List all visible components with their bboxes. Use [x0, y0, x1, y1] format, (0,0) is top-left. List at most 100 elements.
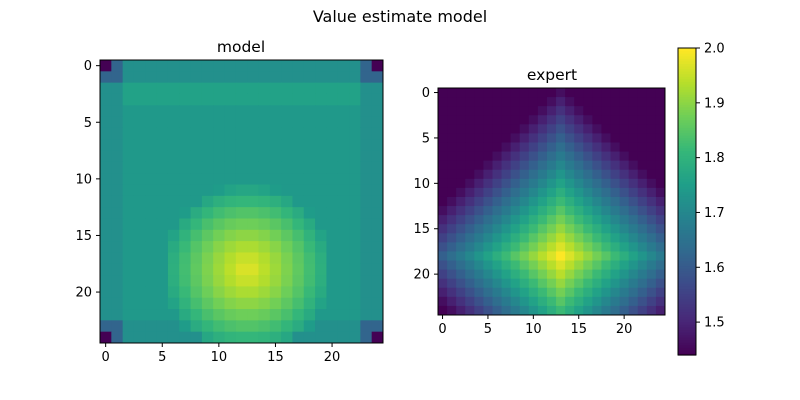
heatmap-model-cell [292, 297, 305, 310]
heatmap-expert-cell [465, 187, 475, 198]
heatmap-expert-cell [619, 160, 630, 171]
heatmap-model-cell [269, 275, 282, 287]
colorbar-segment [678, 134, 696, 139]
heatmap-model-cell [122, 161, 135, 174]
heatmap-model-cell [360, 71, 373, 84]
heatmap-model-cell [145, 139, 158, 152]
colorbar-segment [678, 219, 696, 223]
heatmap-model-cell [167, 71, 180, 84]
heatmap-expert-cell [438, 178, 448, 189]
heatmap-expert-cell [646, 215, 657, 225]
heatmap-model-cell [349, 309, 361, 321]
heatmap-model-cell [224, 263, 237, 276]
heatmap-expert-cell [456, 196, 466, 207]
heatmap-model-xtick-label: 15 [267, 350, 284, 365]
heatmap-expert-cell [438, 215, 448, 225]
heatmap-model-cell [371, 184, 384, 197]
heatmap-expert-cell [628, 206, 639, 216]
heatmap-expert-cell [438, 106, 448, 116]
heatmap-expert-cell [456, 169, 466, 180]
heatmap-model-cell [303, 286, 316, 299]
heatmap-expert-cell [438, 251, 448, 262]
heatmap-expert-cell [646, 106, 657, 116]
heatmap-expert-cell [537, 287, 548, 298]
heatmap-expert-cell [619, 151, 630, 162]
heatmap-expert-cell [483, 97, 493, 107]
heatmap-model-cell [167, 60, 180, 72]
heatmap-expert-cell [601, 88, 612, 98]
heatmap-expert-cell [565, 133, 575, 143]
heatmap-expert-cell [655, 224, 666, 234]
heatmap-expert-cell [565, 88, 575, 98]
heatmap-model-cell [349, 71, 361, 84]
heatmap-model-cell [167, 275, 180, 287]
heatmap-model-ytick-label: 10 [75, 172, 92, 187]
heatmap-model-cell [201, 320, 214, 333]
heatmap-expert-cell [655, 178, 666, 189]
heatmap-model-cell [281, 252, 293, 265]
heatmap-expert-cell [610, 160, 621, 171]
heatmap-model-cell [201, 82, 214, 95]
heatmap-model-cell [167, 93, 180, 106]
heatmap-model-cell [258, 161, 271, 174]
heatmap-expert-cell [637, 296, 648, 307]
heatmap-expert-cell [565, 242, 575, 252]
heatmap-expert-cell [610, 260, 621, 271]
heatmap-model-cell [179, 286, 192, 299]
heatmap-model-cell [179, 252, 192, 265]
heatmap-model-cell [201, 263, 214, 276]
heatmap-expert-cell [583, 187, 593, 198]
heatmap-model-cell [247, 150, 259, 163]
heatmap-expert-cell [465, 142, 475, 153]
heatmap-model-cell [292, 161, 305, 174]
heatmap-expert-ytick-label: 10 [413, 177, 430, 192]
heatmap-model-cell [303, 320, 316, 333]
heatmap-expert-cell [637, 224, 648, 234]
heatmap-expert-cell [447, 224, 457, 234]
heatmap-expert-cell [519, 251, 530, 262]
heatmap-expert-cell [574, 215, 584, 225]
heatmap-expert-cell [637, 187, 648, 198]
heatmap-model-cell [269, 229, 282, 242]
heatmap-model-cell [100, 71, 112, 84]
heatmap-expert-cell [637, 133, 648, 143]
heatmap-expert-cell [583, 278, 593, 289]
colorbar-segment [678, 349, 696, 354]
heatmap-expert-cell [483, 151, 493, 162]
heatmap-model-cell [167, 127, 180, 140]
heatmap-model-cell [258, 309, 271, 321]
heatmap-model-cell [303, 297, 316, 310]
heatmap-model-cell [258, 105, 271, 118]
colorbar-segment [678, 293, 696, 297]
heatmap-model-cell [303, 139, 316, 152]
heatmap-model-cell [167, 263, 180, 276]
heatmap-expert-cell [492, 260, 503, 271]
heatmap-expert-cell [637, 178, 648, 189]
heatmap-model-cell [235, 150, 248, 163]
heatmap-expert-cell [501, 178, 512, 189]
heatmap-model-cell [167, 229, 180, 242]
heatmap-model-cell [145, 105, 158, 118]
colorbar-segment [678, 334, 696, 338]
heatmap-expert-cell [610, 278, 621, 289]
heatmap-expert-cell [483, 251, 493, 262]
heatmap-expert-cell [619, 88, 630, 98]
heatmap-expert-cell [492, 97, 503, 107]
heatmap-model-cell [201, 93, 214, 106]
heatmap-expert-cell [519, 278, 530, 289]
heatmap-expert-cell [537, 187, 548, 198]
heatmap-expert-cell [492, 142, 503, 153]
heatmap-expert-cell [619, 133, 630, 143]
heatmap-model-cell [122, 71, 135, 84]
heatmap-expert-cell [438, 97, 448, 107]
heatmap-model-cell [247, 297, 259, 310]
heatmap-model-cell [201, 71, 214, 84]
heatmap-model-cell [315, 82, 327, 95]
colorbar-segment [678, 178, 696, 182]
heatmap-expert-cell [438, 233, 448, 243]
heatmap-expert-cell [501, 233, 512, 243]
heatmap-expert-ytick-label: 0 [422, 86, 430, 101]
heatmap-model-cell [111, 241, 124, 253]
heatmap-expert-cell [628, 242, 639, 252]
heatmap-expert-cell [637, 269, 648, 280]
